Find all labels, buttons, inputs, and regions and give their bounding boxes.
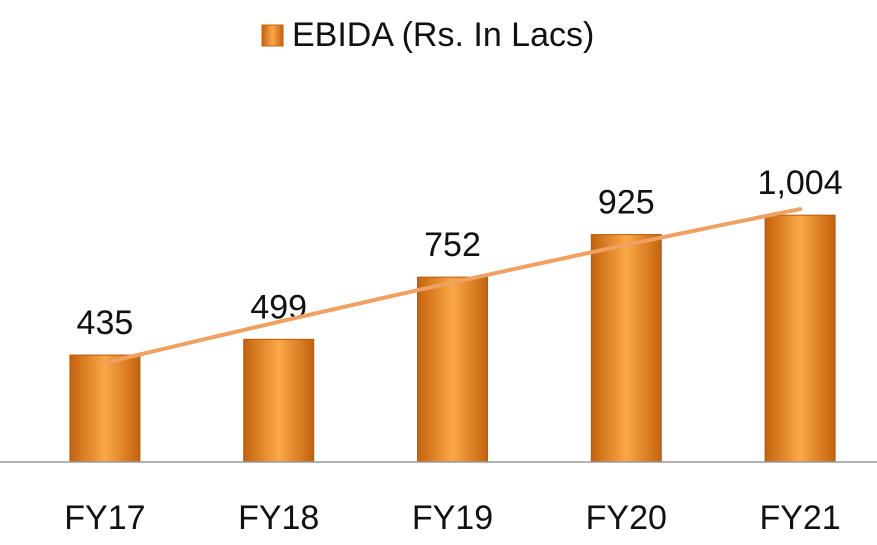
x-tick-label: FY20 <box>586 499 667 537</box>
bar <box>69 354 141 463</box>
x-tick-label: FY18 <box>238 499 319 537</box>
bar <box>590 234 662 463</box>
x-tick-label: FY21 <box>759 499 840 537</box>
bar <box>417 276 488 463</box>
value-label: 752 <box>424 226 481 264</box>
bar <box>243 338 315 463</box>
x-tick-label: FY19 <box>412 499 493 537</box>
value-label: 435 <box>77 304 134 342</box>
trend-line <box>102 207 803 365</box>
value-label: 925 <box>598 184 655 222</box>
legend-label: EBIDA (Rs. In Lacs) <box>292 16 594 54</box>
x-tick-label: FY17 <box>64 499 145 537</box>
bar <box>764 214 836 463</box>
legend-swatch <box>261 24 284 47</box>
value-label: 1,004 <box>758 164 843 202</box>
